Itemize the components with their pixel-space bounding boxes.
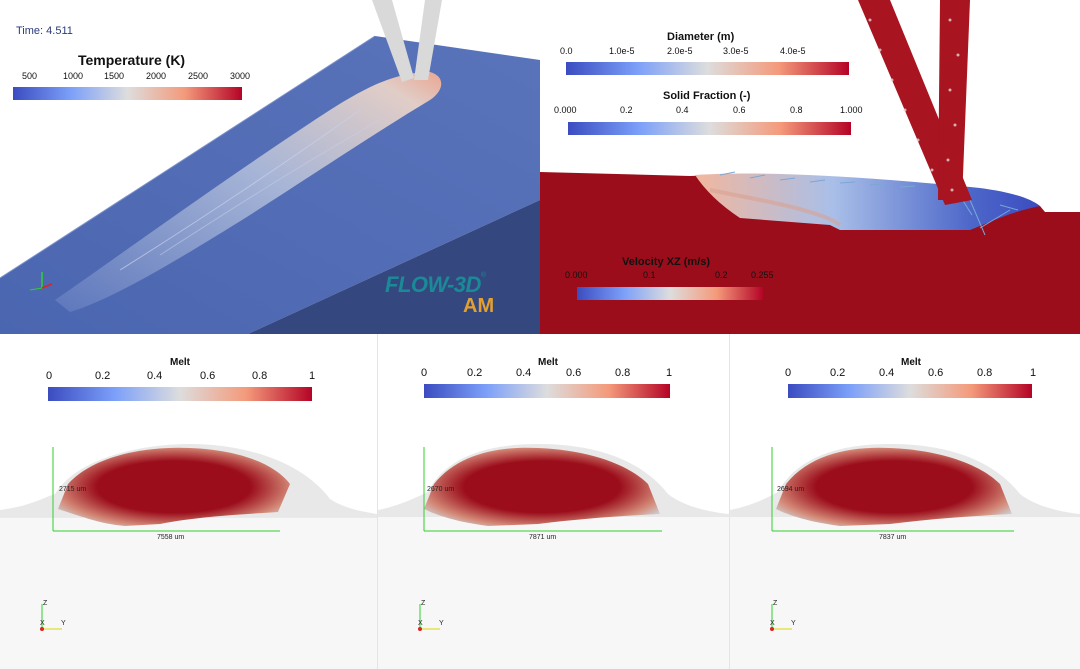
melt-colorbar — [48, 387, 312, 401]
diameter-colorbar-title: Diameter (m) — [667, 31, 735, 43]
diameter-tick-0: 0.0 — [560, 46, 573, 56]
melt-tick-0-4: 0.4 — [147, 370, 163, 382]
velocity-tick-0: 0.000 — [565, 270, 588, 280]
flow3d-logo-text: FLOW-3D — [385, 272, 481, 297]
registered-mark: ® — [480, 272, 487, 279]
solid-fraction-tick-2: 0.4 — [676, 105, 689, 115]
melt-render-1 — [0, 334, 377, 631]
velocity-tick-1: 0.1 — [643, 270, 656, 280]
axis-y-label: Y — [791, 620, 796, 627]
diameter-colorbar — [566, 62, 849, 75]
melt-tick-0-8: 0.8 — [252, 370, 268, 382]
axis-z-label: Z — [773, 600, 778, 607]
width-dimension-label: 7558 um — [157, 534, 185, 541]
temperature-tick-1000: 1000 — [63, 71, 84, 81]
solid-fraction-tick-1: 0.2 — [620, 105, 633, 115]
melt-tick-1: 1 — [309, 370, 316, 382]
temperature-tick-500: 500 — [22, 71, 38, 81]
melt-view-panel-3[interactable]: Melt 0 0.2 0.4 0.6 0.8 1 2694 um 7837 um… — [730, 334, 1080, 669]
melt-tick-0-6: 0.6 — [200, 370, 216, 382]
melt-colorbar-title: Melt — [901, 357, 921, 368]
diameter-tick-1: 1.0e-5 — [609, 46, 635, 56]
temperature-tick-1500: 1500 — [104, 71, 125, 81]
melt-region — [424, 447, 660, 526]
temperature-view-panel[interactable]: Time: 4.511 Temperature (K) 500 1000 150… — [0, 0, 540, 334]
temperature-3d-render — [0, 0, 540, 334]
melt-view-panel-2[interactable]: Melt 0 0.2 0.4 0.6 0.8 1 2670 um 7871 um… — [378, 334, 730, 669]
height-dimension-label: 2670 um — [427, 486, 455, 493]
axis-z-label: Z — [43, 600, 48, 607]
axis-y-label: Y — [439, 620, 444, 627]
diameter-tick-2: 2.0e-5 — [667, 46, 693, 56]
flow3d-logo-am: AM — [463, 295, 495, 317]
melt-region — [776, 447, 1012, 526]
time-readout: Time: 4.511 — [16, 25, 73, 37]
melt-tick-0-4: 0.4 — [879, 367, 895, 379]
temperature-colorbar-title: Temperature (K) — [78, 52, 186, 68]
temperature-colorbar — [13, 87, 242, 100]
melt-colorbar-title: Melt — [538, 357, 558, 368]
velocity-colorbar — [577, 287, 763, 300]
cross-section-view-panel[interactable]: Diameter (m) 0.0 1.0e-5 2.0e-5 3.0e-5 4.… — [540, 0, 1080, 334]
deposition-track — [55, 72, 442, 312]
solid-fraction-tick-3: 0.6 — [733, 105, 746, 115]
axis-x-label: X — [40, 620, 45, 627]
diameter-tick-4: 4.0e-5 — [780, 46, 806, 56]
melt-tick-0-8: 0.8 — [615, 367, 631, 379]
axis-y-label: Y — [61, 620, 66, 627]
substrate-side-face — [248, 200, 540, 334]
diameter-tick-3: 3.0e-5 — [723, 46, 749, 56]
melt-tick-0-4: 0.4 — [516, 367, 532, 379]
melt-tick-0-2: 0.2 — [95, 370, 111, 382]
melt-colorbar-title: Melt — [170, 357, 190, 368]
melt-render-3 — [730, 334, 1080, 631]
melt-tick-0-8: 0.8 — [977, 367, 993, 379]
melt-colorbar — [788, 384, 1032, 398]
solid-fraction-tick-0: 0.000 — [554, 105, 577, 115]
solid-fraction-tick-5: 1.000 — [840, 105, 863, 115]
axis-x-label: X — [418, 620, 423, 627]
melt-render-2 — [378, 334, 729, 631]
axis-x-label: X — [770, 620, 775, 627]
melt-tick-0: 0 — [785, 367, 792, 379]
particle-stream-right — [938, 0, 970, 200]
melt-tick-0-2: 0.2 — [467, 367, 483, 379]
melt-tick-0-2: 0.2 — [830, 367, 846, 379]
height-dimension-label: 2694 um — [777, 486, 805, 493]
melt-tick-0-6: 0.6 — [928, 367, 944, 379]
powder-stream-left — [372, 0, 414, 82]
melt-tick-1: 1 — [1030, 367, 1037, 379]
temperature-tick-3000: 3000 — [230, 71, 251, 81]
melt-tick-1: 1 — [666, 367, 673, 379]
width-dimension-label: 7871 um — [529, 534, 557, 541]
velocity-colorbar-title: Velocity XZ (m/s) — [622, 256, 711, 268]
flow3d-logo: FLOW-3D® — [385, 272, 486, 298]
solid-fraction-colorbar-title: Solid Fraction (-) — [663, 90, 751, 102]
velocity-tick-2: 0.2 — [715, 270, 728, 280]
powder-stream-right — [414, 0, 442, 80]
melt-tick-0: 0 — [421, 367, 428, 379]
melt-region — [58, 447, 290, 526]
cross-section-render — [540, 0, 1080, 334]
width-dimension-label: 7837 um — [879, 534, 907, 541]
temperature-tick-2000: 2000 — [146, 71, 167, 81]
melt-view-panel-1[interactable]: Melt 0 0.2 0.4 0.6 0.8 1 2715 um 7558 um… — [0, 334, 378, 669]
solid-fraction-tick-4: 0.8 — [790, 105, 803, 115]
melt-tick-0: 0 — [46, 370, 53, 382]
solid-fraction-colorbar — [568, 122, 851, 135]
axis-z-label: Z — [421, 600, 426, 607]
height-dimension-label: 2715 um — [59, 486, 87, 493]
temperature-tick-2500: 2500 — [188, 71, 209, 81]
melt-tick-0-6: 0.6 — [566, 367, 582, 379]
velocity-tick-3: 0.255 — [751, 270, 774, 280]
melt-colorbar — [424, 384, 670, 398]
